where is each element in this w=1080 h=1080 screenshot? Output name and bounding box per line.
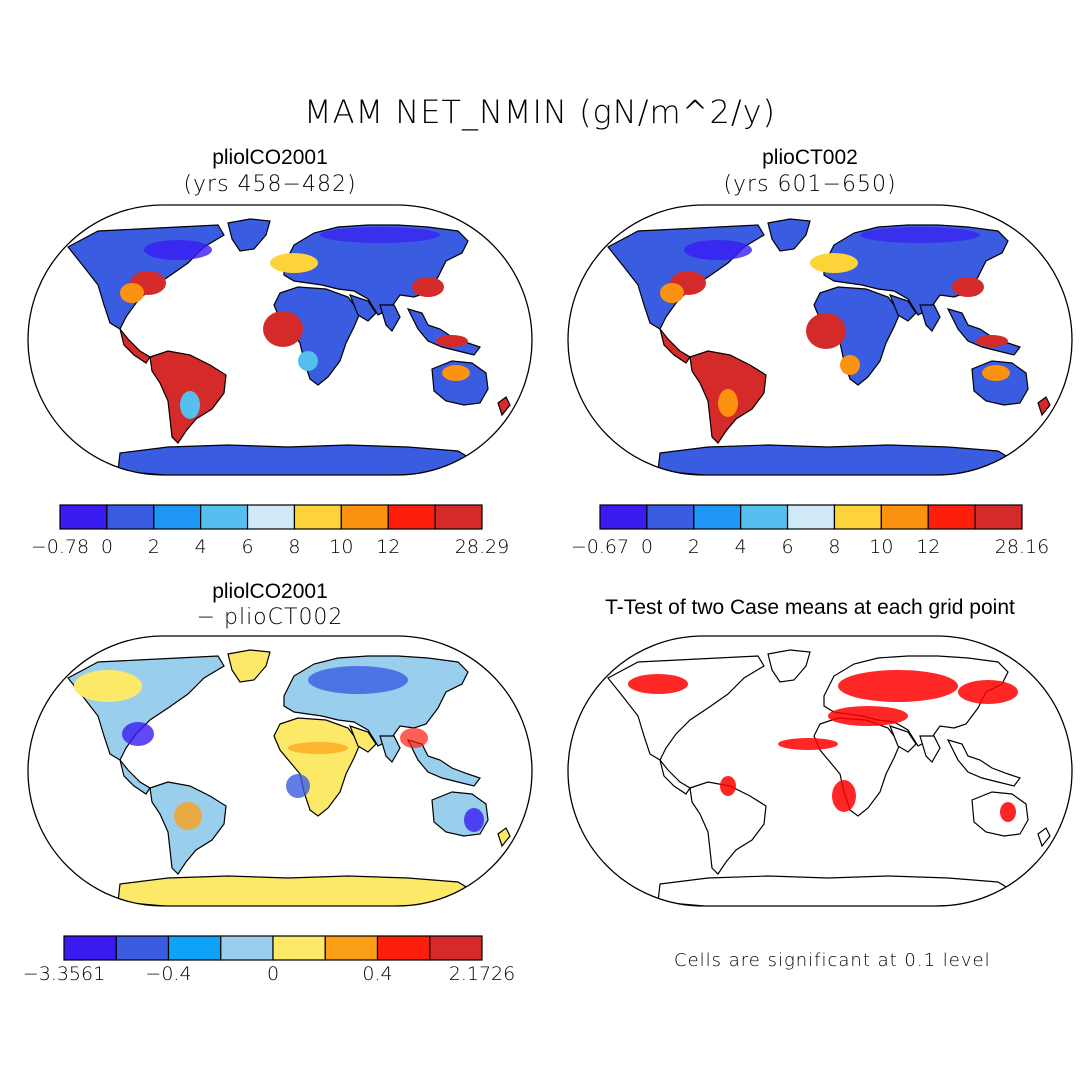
significance-note: Cells are significant at 0.1 level xyxy=(674,950,991,971)
panel1-subtitle: (yrs 458−482) xyxy=(183,172,357,197)
map-panel4 xyxy=(607,649,1051,906)
panel2-title: plioCT002 xyxy=(762,146,858,169)
panel3-subtitle: − plioCT002 xyxy=(196,605,344,630)
panel2-subtitle: (yrs 601−650) xyxy=(723,172,897,197)
map-panel3 xyxy=(67,649,511,906)
panel4-title: T-Test of two Case means at each grid po… xyxy=(605,596,1015,619)
map-panel1 xyxy=(67,218,511,475)
map-panel2 xyxy=(607,218,1051,475)
panel1-title: pliolCO2001 xyxy=(212,146,328,169)
panel3-title: pliolCO2001 xyxy=(212,580,328,603)
main-title: MAM NET_NMIN (gN/m^2/y) xyxy=(303,93,777,131)
